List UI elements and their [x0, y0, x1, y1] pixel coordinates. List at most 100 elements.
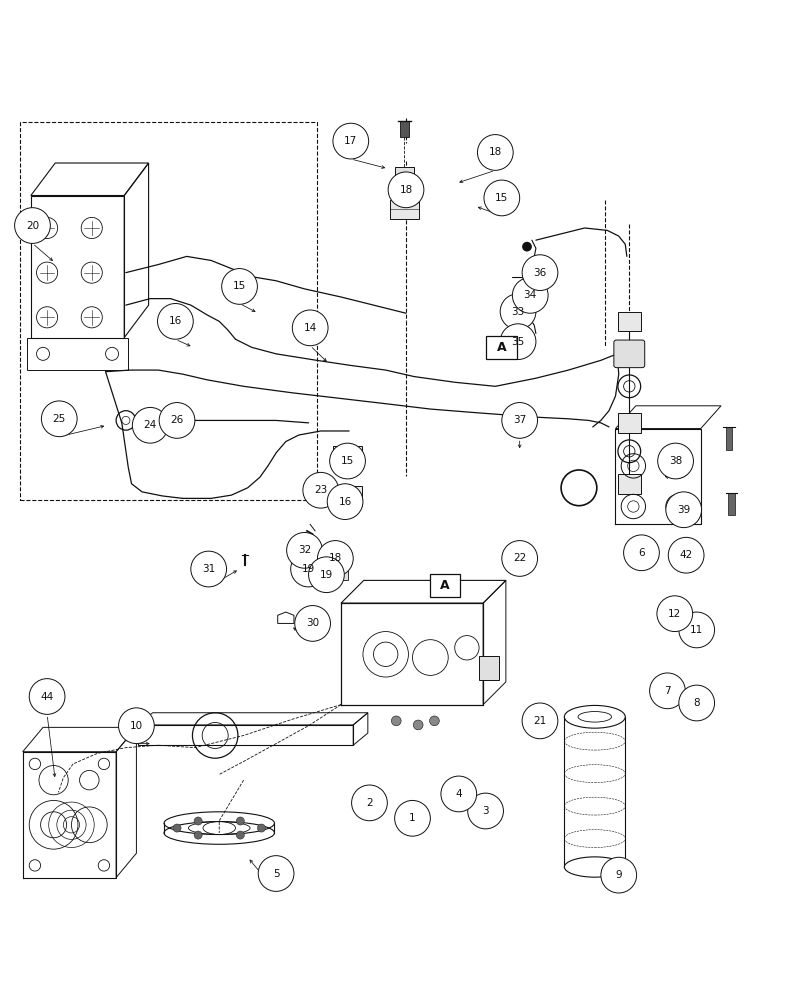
Text: 39: 39 — [676, 505, 689, 515]
Ellipse shape — [564, 705, 624, 728]
Bar — [429, 574, 460, 597]
Text: 44: 44 — [41, 692, 54, 702]
Text: 4: 4 — [455, 789, 461, 799]
Text: 26: 26 — [170, 415, 183, 425]
Text: 12: 12 — [667, 609, 680, 619]
Text: 10: 10 — [130, 721, 143, 731]
Circle shape — [118, 708, 154, 744]
Circle shape — [500, 294, 535, 329]
Circle shape — [391, 716, 401, 726]
Circle shape — [512, 278, 547, 313]
Circle shape — [194, 831, 202, 839]
Circle shape — [623, 535, 659, 571]
Circle shape — [440, 776, 476, 812]
Circle shape — [521, 316, 531, 326]
Circle shape — [333, 123, 368, 159]
Circle shape — [521, 276, 531, 286]
Circle shape — [501, 403, 537, 438]
Circle shape — [257, 824, 265, 832]
Text: 14: 14 — [303, 323, 316, 333]
Text: 7: 7 — [663, 686, 670, 696]
Bar — [394, 201, 414, 217]
Text: 19: 19 — [320, 570, 333, 580]
Circle shape — [665, 492, 701, 528]
Text: 15: 15 — [233, 281, 246, 291]
Circle shape — [351, 785, 387, 821]
Text: 16: 16 — [338, 497, 351, 507]
Text: 20: 20 — [26, 221, 39, 231]
Text: 17: 17 — [344, 136, 357, 146]
Text: 22: 22 — [513, 553, 526, 563]
Circle shape — [388, 172, 423, 208]
Text: 2: 2 — [366, 798, 372, 808]
Circle shape — [521, 255, 557, 291]
Bar — [617, 312, 640, 331]
Text: 19: 19 — [302, 564, 315, 574]
Circle shape — [308, 557, 344, 593]
Circle shape — [656, 596, 692, 632]
Text: 15: 15 — [495, 193, 508, 203]
Text: 30: 30 — [306, 618, 319, 628]
Text: 9: 9 — [615, 870, 621, 880]
Text: 23: 23 — [314, 485, 327, 495]
Text: A: A — [440, 579, 449, 592]
Text: 8: 8 — [693, 698, 699, 708]
Circle shape — [157, 303, 193, 339]
Text: 32: 32 — [298, 545, 311, 555]
Circle shape — [191, 551, 226, 587]
Bar — [617, 413, 640, 433]
Circle shape — [657, 443, 693, 479]
Circle shape — [317, 541, 353, 576]
Text: 6: 6 — [637, 548, 644, 558]
Bar — [333, 486, 362, 506]
Circle shape — [294, 606, 330, 641]
Text: 24: 24 — [144, 420, 157, 430]
Text: 3: 3 — [482, 806, 488, 816]
Circle shape — [286, 532, 322, 568]
Bar — [323, 563, 347, 580]
Bar — [323, 547, 347, 563]
Circle shape — [15, 208, 50, 243]
Text: 35: 35 — [511, 337, 524, 347]
Circle shape — [221, 269, 257, 304]
Text: 38: 38 — [668, 456, 681, 466]
Circle shape — [173, 824, 181, 832]
Circle shape — [429, 716, 439, 726]
Bar — [20, 122, 316, 500]
Circle shape — [521, 703, 557, 739]
Circle shape — [667, 537, 703, 573]
Circle shape — [649, 673, 684, 709]
Circle shape — [521, 242, 531, 252]
Text: 18: 18 — [399, 185, 412, 195]
Circle shape — [258, 856, 294, 891]
Circle shape — [41, 401, 77, 437]
Text: A: A — [496, 341, 506, 354]
Text: 18: 18 — [488, 147, 501, 157]
Circle shape — [467, 793, 503, 829]
Circle shape — [600, 857, 636, 893]
Circle shape — [678, 685, 714, 721]
Text: 37: 37 — [513, 415, 526, 425]
Circle shape — [413, 720, 423, 730]
Ellipse shape — [564, 857, 624, 877]
Circle shape — [236, 831, 244, 839]
Circle shape — [159, 403, 195, 438]
Text: 21: 21 — [533, 716, 546, 726]
Bar — [486, 336, 517, 359]
Bar — [333, 446, 362, 465]
Circle shape — [678, 612, 714, 648]
Circle shape — [194, 817, 202, 825]
Circle shape — [394, 800, 430, 836]
Circle shape — [292, 310, 328, 346]
Circle shape — [330, 558, 340, 568]
Bar — [389, 200, 418, 219]
Bar — [158, 412, 184, 429]
Text: 33: 33 — [511, 307, 524, 317]
Text: 42: 42 — [679, 550, 692, 560]
Text: 1: 1 — [409, 813, 415, 823]
Text: 11: 11 — [689, 625, 702, 635]
Circle shape — [477, 135, 513, 170]
Bar — [727, 493, 734, 515]
Text: 18: 18 — [328, 553, 341, 563]
Text: 34: 34 — [523, 290, 536, 300]
